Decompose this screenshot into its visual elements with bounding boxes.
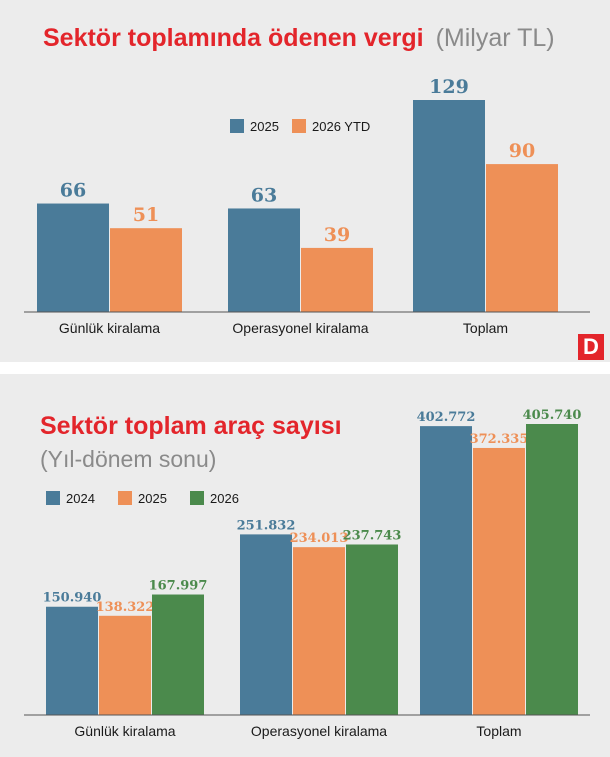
logo-badge: D (578, 334, 604, 360)
category-label-g-nl-k-kiralama: Günlük kiralama (59, 320, 160, 336)
tax-chart-title: Sektör toplamında ödenen vergi (Milyar T… (43, 24, 555, 52)
legend-label-2026: 2026 (210, 491, 239, 506)
bar-2025-g-nl-k-kiralama (37, 203, 109, 312)
bar-2025-operasyonel-kiralama (293, 547, 345, 715)
legend-swatch-2025 (118, 491, 132, 505)
legend-swatch-2026-ytd (292, 119, 306, 133)
tax-chart-legend: 2025 2026 YTD (230, 119, 370, 134)
data-label-2026-g-nl-k-kiralama: 167.997 (149, 579, 208, 594)
category-label-toplam: Toplam (476, 723, 521, 739)
data-label-2024-operasyonel-kiralama: 251.832 (237, 518, 296, 533)
tax-chart: Sektör toplamında ödenen vergi (Milyar T… (0, 0, 610, 362)
legend-label-2025: 2025 (250, 119, 279, 134)
bar-2024-operasyonel-kiralama (240, 534, 292, 715)
tax-chart-panel: Sektör toplamında ödenen vergi (Milyar T… (0, 0, 610, 362)
data-label-2026-ytd-g-nl-k-kiralama: 51 (133, 204, 159, 226)
tax-chart-title-unit: (Milyar TL) (436, 24, 555, 52)
data-label-2026-toplam: 405.740 (523, 408, 582, 423)
bar-2026-ytd-g-nl-k-kiralama (110, 228, 182, 312)
data-label-2024-toplam: 402.772 (417, 410, 476, 425)
legend-swatch-2024 (46, 491, 60, 505)
data-label-2026-ytd-operasyonel-kiralama: 39 (324, 224, 350, 246)
data-label-2024-g-nl-k-kiralama: 150.940 (43, 591, 102, 606)
vehicle-chart-title: Sektör toplam araç sayısı (40, 412, 342, 440)
bar-2025-operasyonel-kiralama (228, 208, 300, 312)
vehicle-chart: Sektör toplam araç sayısı (Yıl-dönem son… (0, 374, 610, 757)
data-label-2026-operasyonel-kiralama: 237.743 (343, 528, 402, 543)
bar-2026-ytd-operasyonel-kiralama (301, 247, 373, 312)
bar-2026-ytd-toplam (486, 164, 558, 312)
bar-2025-g-nl-k-kiralama (99, 615, 151, 715)
data-label-2025-g-nl-k-kiralama: 66 (60, 180, 86, 202)
vehicle-chart-subtitle: (Yıl-dönem sonu) (40, 446, 216, 472)
vehicle-chart-panel: Sektör toplam araç sayısı (Yıl-dönem son… (0, 374, 610, 757)
data-label-2025-operasyonel-kiralama: 63 (251, 184, 277, 206)
bar-2025-toplam (413, 100, 485, 312)
logo-letter: D (583, 334, 599, 359)
bar-2026-toplam (526, 424, 578, 715)
data-label-2026-ytd-toplam: 90 (509, 140, 535, 162)
legend-label-2025: 2025 (138, 491, 167, 506)
legend-swatch-2025 (230, 119, 244, 133)
tax-chart-category-labels: Günlük kiralama Operasyonel kiralama Topla… (59, 320, 508, 336)
data-label-2025-toplam: 372.335 (470, 432, 529, 447)
category-label-operasyonel-kiralama: Operasyonel kiralama (232, 320, 368, 336)
data-label-2025-operasyonel-kiralama: 234.013 (290, 531, 349, 546)
tax-chart-bars: 66 51 63 39 129 90 (37, 76, 558, 312)
category-label-operasyonel-kiralama: Operasyonel kiralama (251, 723, 387, 739)
legend-label-2024: 2024 (66, 491, 95, 506)
tax-chart-title-main: Sektör toplamında ödenen vergi (43, 24, 424, 52)
vehicle-chart-category-labels: Günlük kiralama Operasyonel kiralama Topla… (74, 723, 521, 739)
bar-2025-toplam (473, 447, 525, 715)
bar-2024-g-nl-k-kiralama (46, 606, 98, 715)
category-label-toplam: Toplam (463, 320, 508, 336)
data-label-2025-toplam: 129 (429, 76, 469, 98)
category-label-g-nl-k-kiralama: Günlük kiralama (74, 723, 175, 739)
legend-swatch-2026 (190, 491, 204, 505)
bar-2024-toplam (420, 426, 472, 715)
legend-label-2026-ytd: 2026 YTD (312, 119, 370, 134)
data-label-2025-g-nl-k-kiralama: 138.322 (96, 600, 155, 615)
vehicle-chart-legend: 2024 2025 2026 (46, 491, 239, 506)
bar-2026-g-nl-k-kiralama (152, 594, 204, 715)
bar-2026-operasyonel-kiralama (346, 544, 398, 715)
